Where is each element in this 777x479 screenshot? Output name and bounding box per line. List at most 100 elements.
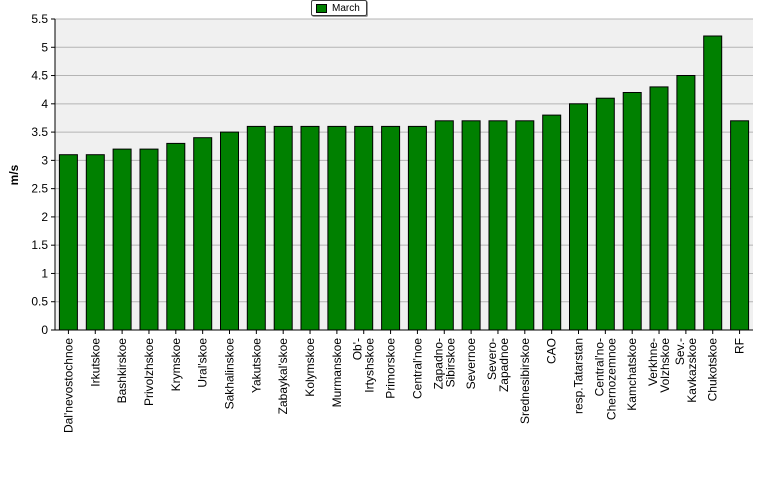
x-tick-label-line: Kamchatskoe <box>625 338 639 411</box>
x-tick-label-line: Severnoe <box>464 338 478 390</box>
x-tick-label-line: Zapadnoe <box>497 338 511 392</box>
x-tick-label: CAO <box>545 338 559 364</box>
x-tick-label-line: Irkutskoe <box>88 338 102 387</box>
x-tick-label-line: Severo- <box>485 338 499 380</box>
x-tick-label-line: Kolymskoe <box>303 338 317 397</box>
x-tick-label: Kamchatskoe <box>625 338 639 411</box>
y-tick-label: 3 <box>41 153 48 167</box>
x-tick-label-line: Sakhalinskoe <box>223 338 237 410</box>
y-tick-label: 3.5 <box>31 125 48 139</box>
x-tick-label-line: Chukotskoe <box>706 338 720 402</box>
x-tick-label-line: Irtyshskoe <box>363 338 377 393</box>
bar <box>112 148 132 331</box>
y-tick-label: 2.5 <box>31 182 48 196</box>
x-tick-label: Ob'-Irtyshskoe <box>351 338 377 393</box>
bar <box>488 120 508 331</box>
bar <box>220 131 239 331</box>
x-tick-label-line: Sibirskoe <box>443 338 457 388</box>
bar <box>649 86 669 331</box>
y-tick-label: 1.5 <box>31 238 48 252</box>
x-tick-label: Zapadno-Sibirskoe <box>431 338 457 390</box>
x-tick-label: Krymskoe <box>169 338 183 392</box>
bar <box>407 125 427 331</box>
bar <box>569 103 588 331</box>
legend-swatch-march <box>316 3 327 13</box>
x-tick-label-line: Kavkazskoe <box>685 338 699 403</box>
y-tick-label: 4 <box>41 97 48 111</box>
x-tick-label-line: RF <box>733 338 747 354</box>
y-tick-label: 4.5 <box>31 69 48 83</box>
x-tick-label: Severo-Zapadnoe <box>485 338 511 392</box>
x-tick-label: Yakutskoe <box>249 338 263 393</box>
y-tick-label: 0 <box>41 323 48 337</box>
x-tick-label-line: Murmanskoe <box>330 338 344 408</box>
bar <box>542 114 562 331</box>
x-tick-label: Irkutskoe <box>88 338 102 387</box>
bar <box>461 120 481 331</box>
x-tick-label-line: Privolzhskoe <box>142 338 156 406</box>
y-tick-label: 5.5 <box>31 12 48 26</box>
legend: March <box>311 0 367 16</box>
x-tick-label: Murmanskoe <box>330 338 344 408</box>
bar <box>622 92 642 331</box>
x-tick-label: Sev.-Kavkazskoe <box>673 338 699 403</box>
x-tick-label-line: resp.Tatarstan <box>572 338 586 414</box>
x-tick-label: Sakhalinskoe <box>223 338 237 410</box>
bar <box>246 125 266 331</box>
x-tick-label: Ural'skoe <box>196 338 210 388</box>
x-tick-label-line: Zabaykal'skoe <box>276 338 290 415</box>
x-tick-label-line: Central'noe <box>410 338 424 399</box>
y-tick-label: 5 <box>41 40 48 54</box>
x-tick-label-line: Verkhne- <box>646 338 660 386</box>
bar <box>703 35 723 331</box>
bar <box>730 120 750 331</box>
x-tick-label-line: Chernozemnoe <box>604 338 618 420</box>
x-tick-label: Verkhne-Volzhskoe <box>646 338 672 393</box>
bar <box>139 148 159 331</box>
x-tick-label: Srednesibirskoe <box>518 338 532 424</box>
bar <box>300 125 320 331</box>
x-tick-label: Dal'nevostochnoe <box>61 338 75 433</box>
bar <box>85 154 105 331</box>
x-tick-label-line: Volzhskoe <box>658 338 672 393</box>
bar <box>381 125 401 331</box>
x-tick-label-line: Dal'nevostochnoe <box>61 338 75 433</box>
x-tick-label: Severnoe <box>464 338 478 390</box>
bar <box>193 137 213 331</box>
bar <box>327 125 347 331</box>
x-tick-label-line: Ural'skoe <box>196 338 210 388</box>
bar <box>273 125 293 331</box>
x-tick-label-line: Srednesibirskoe <box>518 338 532 424</box>
y-tick-label: 0.5 <box>31 295 48 309</box>
x-tick-label-line: Central'no- <box>592 338 606 396</box>
x-tick-labels: Dal'nevostochnoe Irkutskoe Bashkirskoe Priv… <box>61 330 747 433</box>
y-axis-title: m/s <box>7 164 21 185</box>
bar <box>515 120 535 331</box>
x-tick-label: resp.Tatarstan <box>572 338 586 414</box>
x-tick-label: Privolzhskoe <box>142 338 156 406</box>
x-tick-label: RF <box>733 338 747 354</box>
x-tick-label: Central'no-Chernozemnoe <box>592 338 618 420</box>
x-tick-label: Primorskoe <box>384 338 398 399</box>
x-tick-label: Chukotskoe <box>706 338 720 402</box>
plot-area <box>55 19 753 330</box>
x-tick-label: Zabaykal'skoe <box>276 338 290 415</box>
x-tick-label-line: Zapadno- <box>431 338 445 389</box>
y-tick-labels: 0 0.5 1 1.5 2 2.5 3 3.5 4 4.5 5 5.5 <box>31 12 55 337</box>
y-tick-label: 1 <box>41 266 48 280</box>
bar <box>354 125 374 331</box>
x-tick-label-line: Yakutskoe <box>249 338 263 393</box>
y-tick-label: 2 <box>41 210 48 224</box>
x-tick-label-line: Primorskoe <box>384 338 398 399</box>
bar <box>676 75 696 331</box>
bar <box>58 154 78 331</box>
x-tick-label-line: Krymskoe <box>169 338 183 392</box>
x-tick-label-line: Ob'- <box>351 338 365 360</box>
bar <box>166 142 186 331</box>
x-tick-label-line: Sev.- <box>673 338 687 365</box>
x-tick-label: Bashkirskoe <box>115 338 129 404</box>
x-tick-label: Kolymskoe <box>303 338 317 397</box>
x-tick-label: Central'noe <box>410 338 424 399</box>
x-tick-label-line: CAO <box>545 338 559 364</box>
